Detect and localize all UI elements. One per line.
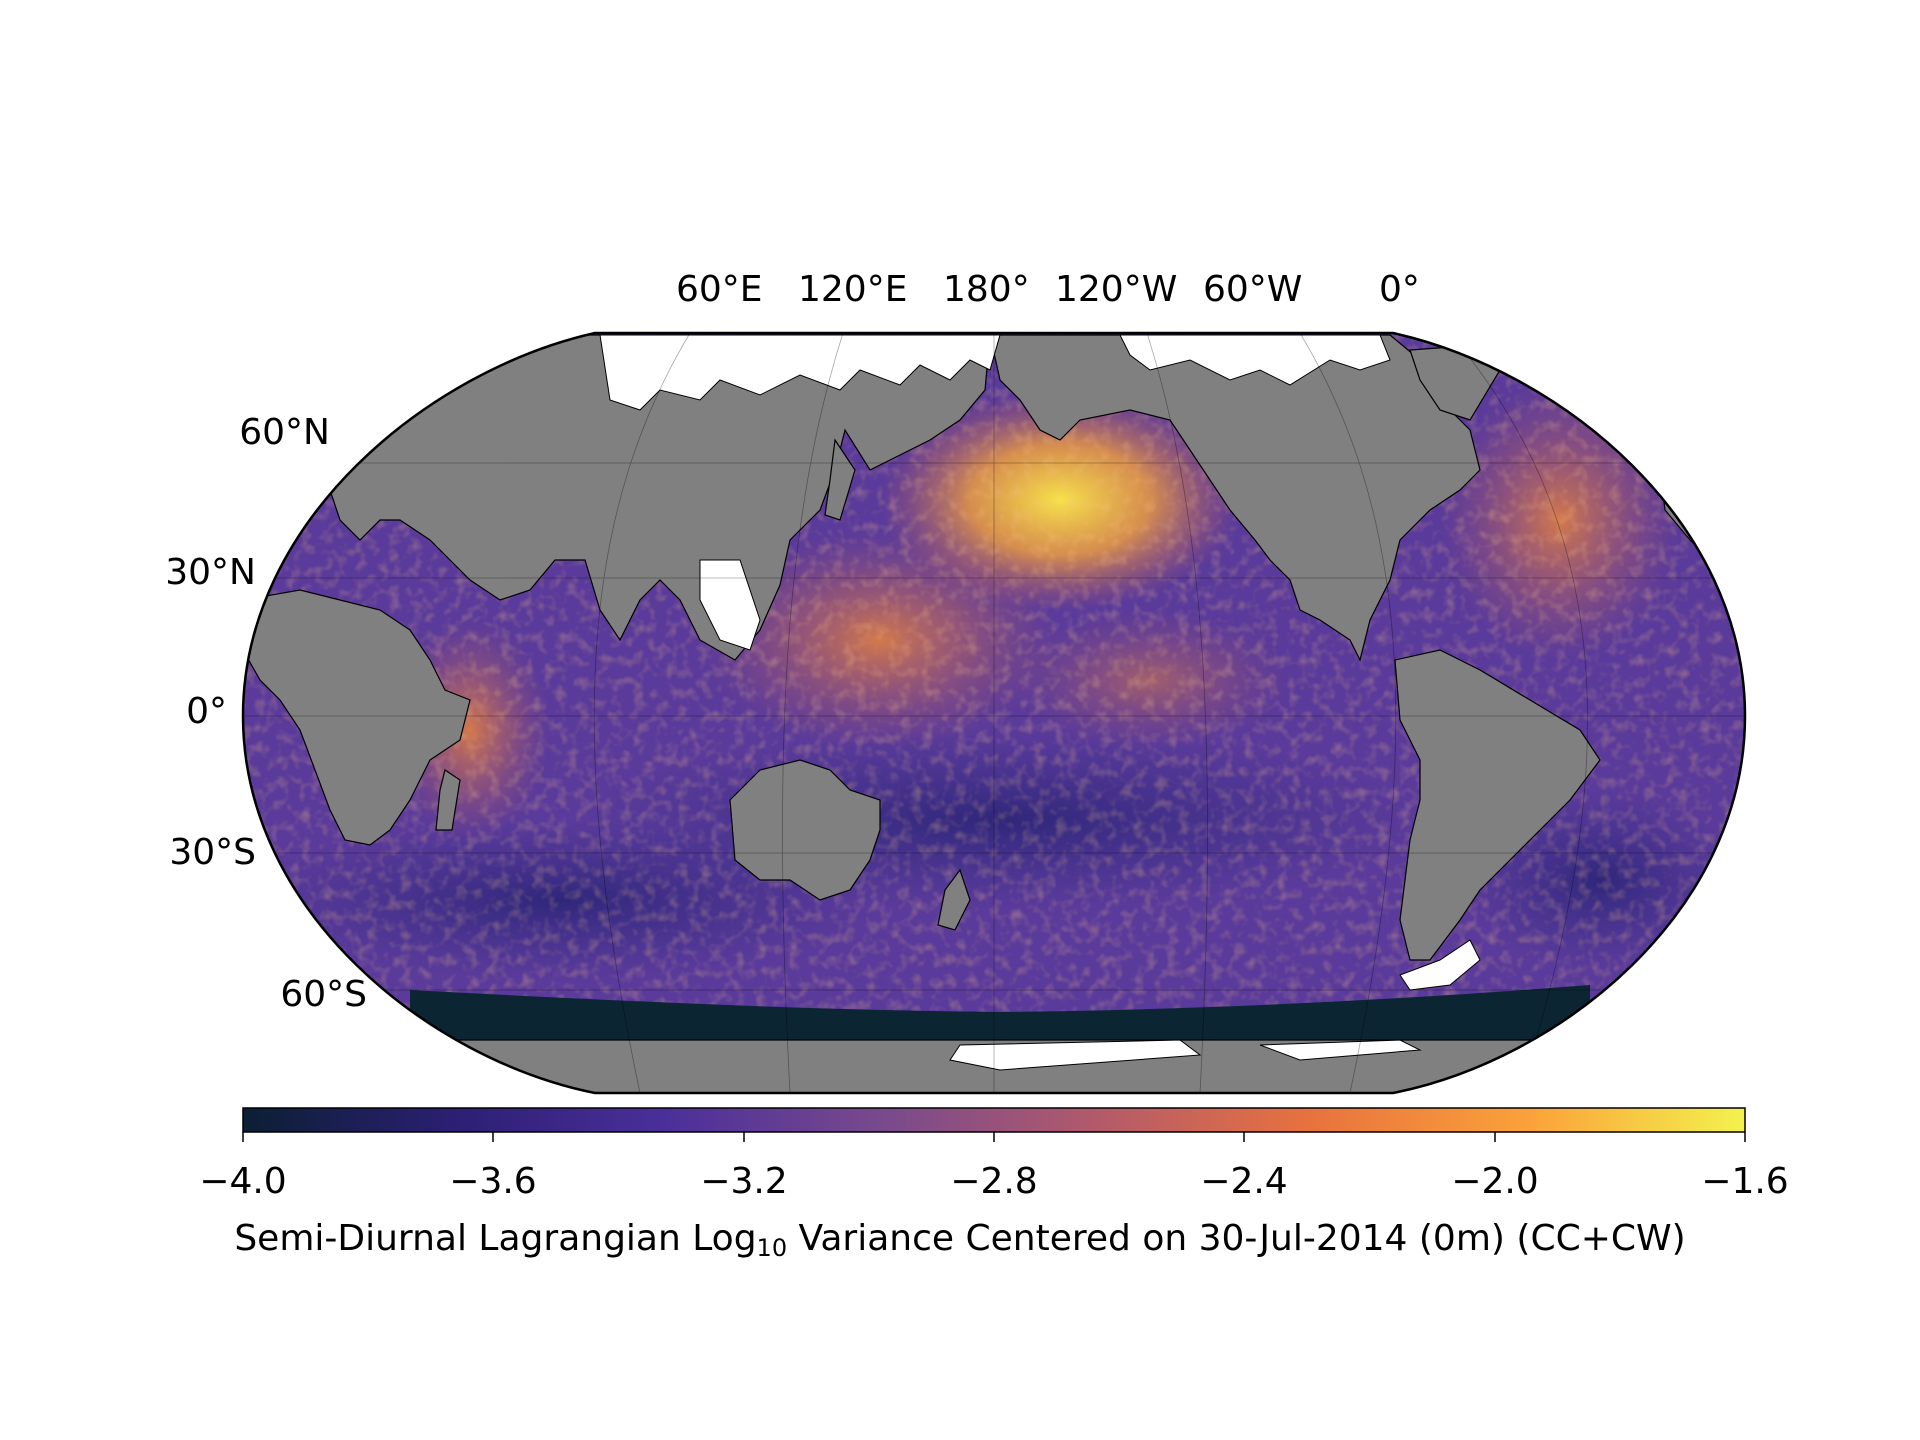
colorbar-caption: Semi-Diurnal Lagrangian Log10 Variance C…	[0, 1218, 1920, 1262]
caption-part-2: Variance Centered on 30-Jul-2014 (0m) (C…	[787, 1218, 1686, 1259]
lat-label-60s: 60°S	[187, 977, 367, 1013]
lon-label-60w: 60°W	[1203, 272, 1302, 308]
colorbar-tick-label: −3.2	[700, 1161, 787, 1202]
lat-label-30n: 30°N	[76, 555, 256, 591]
caption-subscript: 10	[757, 1234, 788, 1262]
lon-label-180: 180°	[943, 272, 1030, 308]
colorbar-tick-label: −3.6	[449, 1161, 536, 1202]
colorbar-tick-label: −2.0	[1451, 1161, 1538, 1202]
colorbar-tick-label: −2.4	[1200, 1161, 1287, 1202]
lat-label-30s: 30°S	[76, 835, 256, 871]
colorbar	[243, 1108, 1745, 1132]
colorbar-tick-label: −4.0	[199, 1161, 286, 1202]
lat-label-60n: 60°N	[150, 415, 330, 451]
caption-part-1: Semi-Diurnal Lagrangian Log	[234, 1218, 756, 1259]
lon-label-0: 0°	[1379, 272, 1420, 308]
colorbar-tick-label: −2.8	[950, 1161, 1037, 1202]
lon-label-60e: 60°E	[676, 272, 763, 308]
colorbar-ticks	[243, 1132, 1745, 1142]
lon-label-120e: 120°E	[798, 272, 907, 308]
map-ocean	[230, 320, 1760, 1110]
colorbar-tick-label: −1.6	[1701, 1161, 1788, 1202]
lon-label-120w: 120°W	[1055, 272, 1177, 308]
lat-label-0: 0°	[47, 694, 227, 730]
